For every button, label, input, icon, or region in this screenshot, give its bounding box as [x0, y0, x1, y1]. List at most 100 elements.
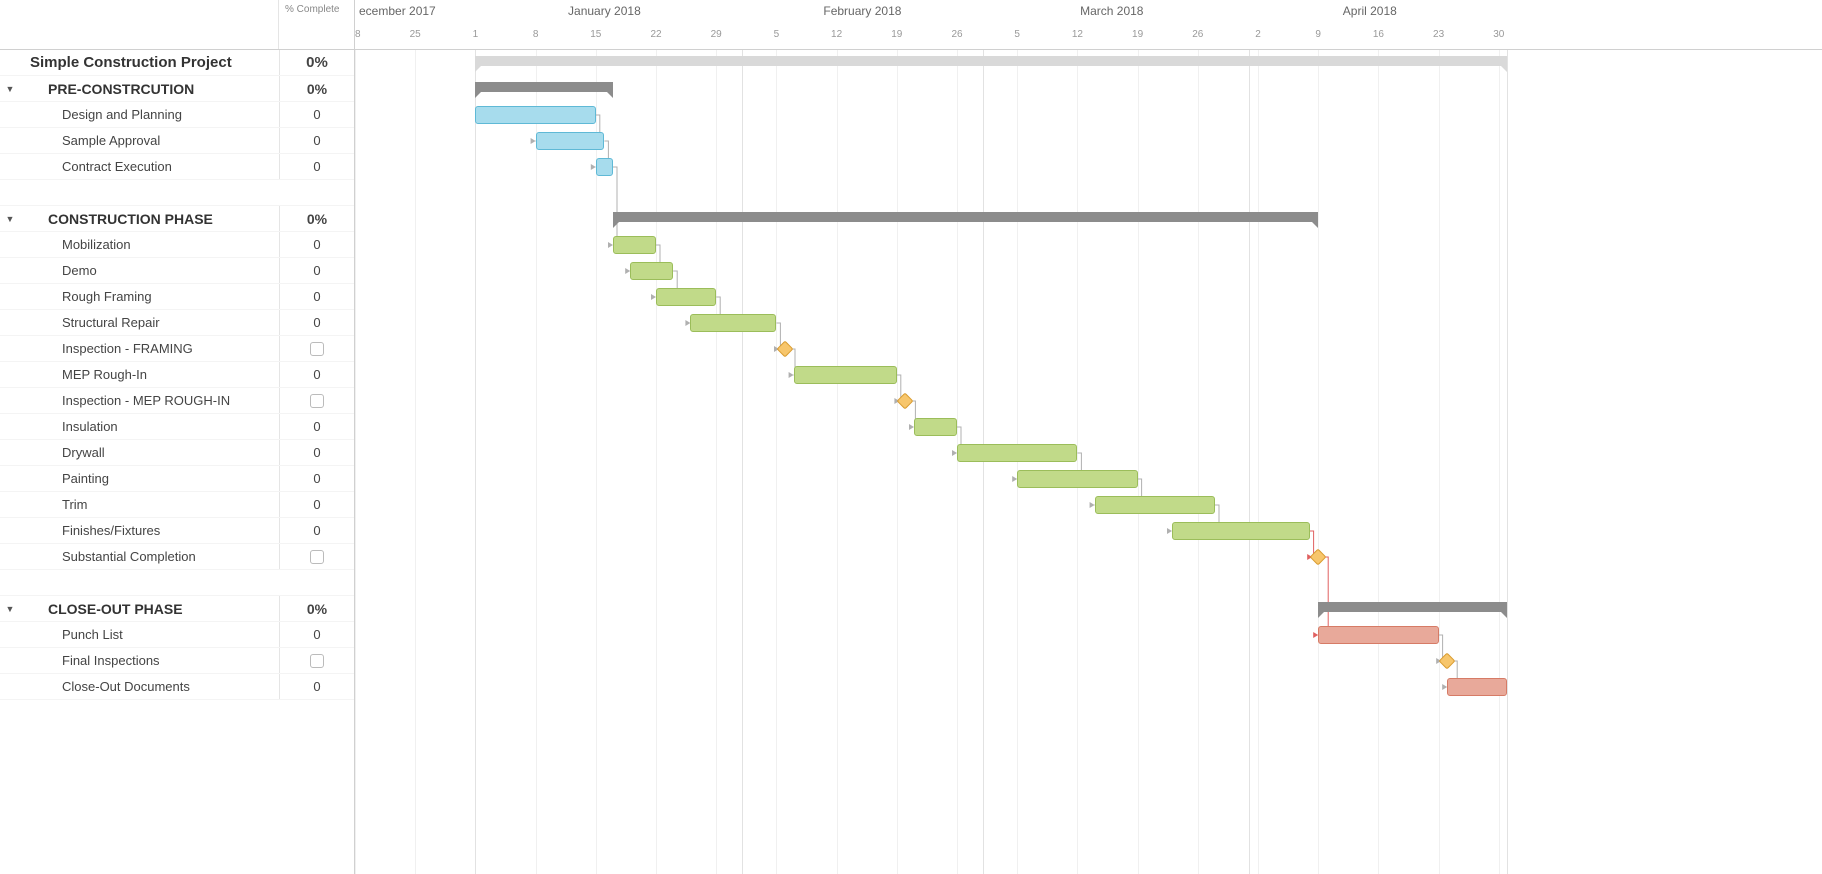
- gantt-bar[interactable]: [1318, 626, 1438, 644]
- phase-row[interactable]: ▼CONSTRUCTION PHASE0%: [0, 206, 354, 232]
- task-row[interactable]: Rough Framing0: [0, 284, 354, 310]
- day-label: 8: [533, 29, 539, 40]
- gantt-bar[interactable]: [536, 132, 605, 150]
- task-complete: 0: [279, 414, 354, 439]
- task-complete: 0: [279, 154, 354, 179]
- task-name: Final Inspections: [20, 653, 279, 668]
- task-row[interactable]: Mobilization0: [0, 232, 354, 258]
- gantt-bar[interactable]: [690, 314, 776, 332]
- gantt-bar[interactable]: [1172, 522, 1310, 540]
- task-complete: 0%: [279, 596, 354, 621]
- task-row[interactable]: Trim0: [0, 492, 354, 518]
- milestone-diamond[interactable]: [777, 341, 794, 358]
- phase-summary-bar[interactable]: [613, 212, 1318, 222]
- collapse-toggle[interactable]: ▼: [0, 84, 20, 94]
- collapse-toggle[interactable]: ▼: [0, 214, 20, 224]
- gantt-bar[interactable]: [475, 106, 595, 124]
- day-label: 30: [1493, 29, 1504, 40]
- day-label: 5: [1014, 29, 1020, 40]
- task-row[interactable]: Painting0: [0, 466, 354, 492]
- task-row[interactable]: Close-Out Documents0: [0, 674, 354, 700]
- day-label: 16: [1373, 29, 1384, 40]
- phase-summary-bar[interactable]: [475, 82, 613, 92]
- day-label: 2: [1255, 29, 1261, 40]
- day-label: 23: [1433, 29, 1444, 40]
- chart-area[interactable]: [355, 50, 1822, 874]
- gantt-bar[interactable]: [596, 158, 613, 176]
- task-row[interactable]: Contract Execution0: [0, 154, 354, 180]
- task-name: MEP Rough-In: [20, 367, 279, 382]
- task-list-header: % Complete: [0, 0, 354, 50]
- phase-row[interactable]: ▼CLOSE-OUT PHASE0%: [0, 596, 354, 622]
- task-complete: [279, 544, 354, 569]
- milestone-checkbox[interactable]: [310, 654, 324, 668]
- task-name: Painting: [20, 471, 279, 486]
- task-list-panel: % Complete Simple Construction Project0%…: [0, 0, 355, 874]
- task-row[interactable]: Demo0: [0, 258, 354, 284]
- day-label: 1: [473, 29, 479, 40]
- milestone-checkbox[interactable]: [310, 394, 324, 408]
- gantt-bar[interactable]: [1447, 678, 1507, 696]
- task-name: Finishes/Fixtures: [20, 523, 279, 538]
- task-name: Mobilization: [20, 237, 279, 252]
- gantt-bar[interactable]: [656, 288, 716, 306]
- timeline-panel[interactable]: ecember 2017January 2018February 2018Mar…: [355, 0, 1822, 874]
- task-complete: 0: [279, 518, 354, 543]
- month-label: ecember 2017: [359, 4, 436, 18]
- task-row[interactable]: Substantial Completion: [0, 544, 354, 570]
- task-complete: 0: [279, 492, 354, 517]
- task-complete: 0: [279, 284, 354, 309]
- timeline-header: ecember 2017January 2018February 2018Mar…: [355, 0, 1822, 50]
- collapse-toggle[interactable]: ▼: [0, 604, 20, 614]
- task-name: Structural Repair: [20, 315, 279, 330]
- task-name: Close-Out Documents: [20, 679, 279, 694]
- gantt-bar[interactable]: [1095, 496, 1215, 514]
- gantt-bar[interactable]: [957, 444, 1077, 462]
- day-label: 12: [1072, 29, 1083, 40]
- task-row[interactable]: MEP Rough-In0: [0, 362, 354, 388]
- project-row[interactable]: Simple Construction Project0%: [0, 50, 354, 76]
- milestone-diamond[interactable]: [1310, 549, 1327, 566]
- task-row[interactable]: Sample Approval0: [0, 128, 354, 154]
- task-complete: 0: [279, 362, 354, 387]
- task-name: PRE-CONSTRCUTION: [20, 81, 279, 97]
- phase-summary-bar[interactable]: [1318, 602, 1507, 612]
- task-row[interactable]: Inspection - MEP ROUGH-IN: [0, 388, 354, 414]
- day-label: 18: [355, 29, 361, 40]
- gantt-bar[interactable]: [914, 418, 957, 436]
- milestone-checkbox[interactable]: [310, 342, 324, 356]
- task-complete: [279, 648, 354, 673]
- task-row[interactable]: Final Inspections: [0, 648, 354, 674]
- day-label: 15: [590, 29, 601, 40]
- task-row[interactable]: Structural Repair0: [0, 310, 354, 336]
- task-complete: 0: [279, 440, 354, 465]
- gantt-bar[interactable]: [613, 236, 656, 254]
- day-label: 25: [410, 29, 421, 40]
- task-complete: 0: [279, 310, 354, 335]
- gantt-bar[interactable]: [794, 366, 897, 384]
- milestone-diamond[interactable]: [897, 393, 914, 410]
- task-row[interactable]: Inspection - FRAMING: [0, 336, 354, 362]
- task-name: Design and Planning: [20, 107, 279, 122]
- task-name: Sample Approval: [20, 133, 279, 148]
- task-name: Contract Execution: [20, 159, 279, 174]
- task-row[interactable]: Punch List0: [0, 622, 354, 648]
- task-row[interactable]: Insulation0: [0, 414, 354, 440]
- month-label: February 2018: [823, 4, 901, 18]
- task-row[interactable]: Finishes/Fixtures0: [0, 518, 354, 544]
- milestone-diamond[interactable]: [1439, 653, 1456, 670]
- month-row: ecember 2017January 2018February 2018Mar…: [355, 0, 1822, 25]
- task-complete: 0: [279, 128, 354, 153]
- gantt-bar[interactable]: [630, 262, 673, 280]
- gantt-bar[interactable]: [1017, 470, 1137, 488]
- task-row[interactable]: Design and Planning0: [0, 102, 354, 128]
- task-name: CONSTRUCTION PHASE: [20, 211, 279, 227]
- task-row[interactable]: Drywall0: [0, 440, 354, 466]
- phase-row[interactable]: ▼PRE-CONSTRCUTION0%: [0, 76, 354, 102]
- milestone-checkbox[interactable]: [310, 550, 324, 564]
- project-summary-bar[interactable]: [475, 56, 1507, 66]
- month-label: January 2018: [568, 4, 641, 18]
- day-label: 19: [891, 29, 902, 40]
- task-complete: 0: [279, 102, 354, 127]
- task-name: Punch List: [20, 627, 279, 642]
